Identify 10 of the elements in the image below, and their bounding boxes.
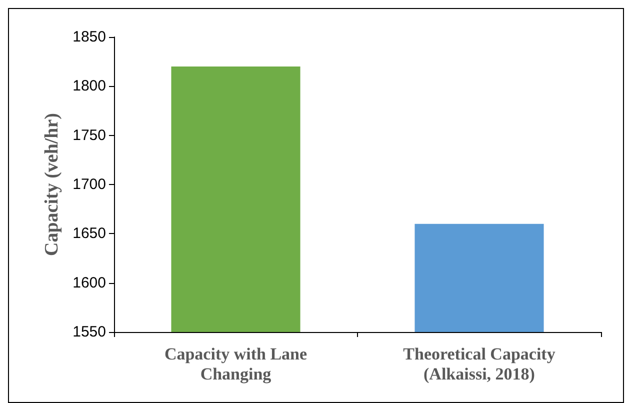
- x-tick-label: Theoretical Capacity (Alkaissi, 2018): [403, 344, 556, 384]
- y-tick-label: 1850: [72, 28, 106, 46]
- y-tick-label: 1750: [72, 126, 106, 144]
- y-tick-label: 1600: [72, 274, 106, 292]
- y-axis-title: Capacity (veh/hr): [42, 112, 63, 256]
- y-tick-label: 1800: [72, 78, 106, 95]
- y-tick-label: 1550: [72, 324, 106, 340]
- y-tick-label: 1700: [72, 176, 106, 193]
- x-tick-label: Capacity with Lane Changing: [164, 344, 308, 384]
- y-tick-label: 1650: [72, 225, 106, 242]
